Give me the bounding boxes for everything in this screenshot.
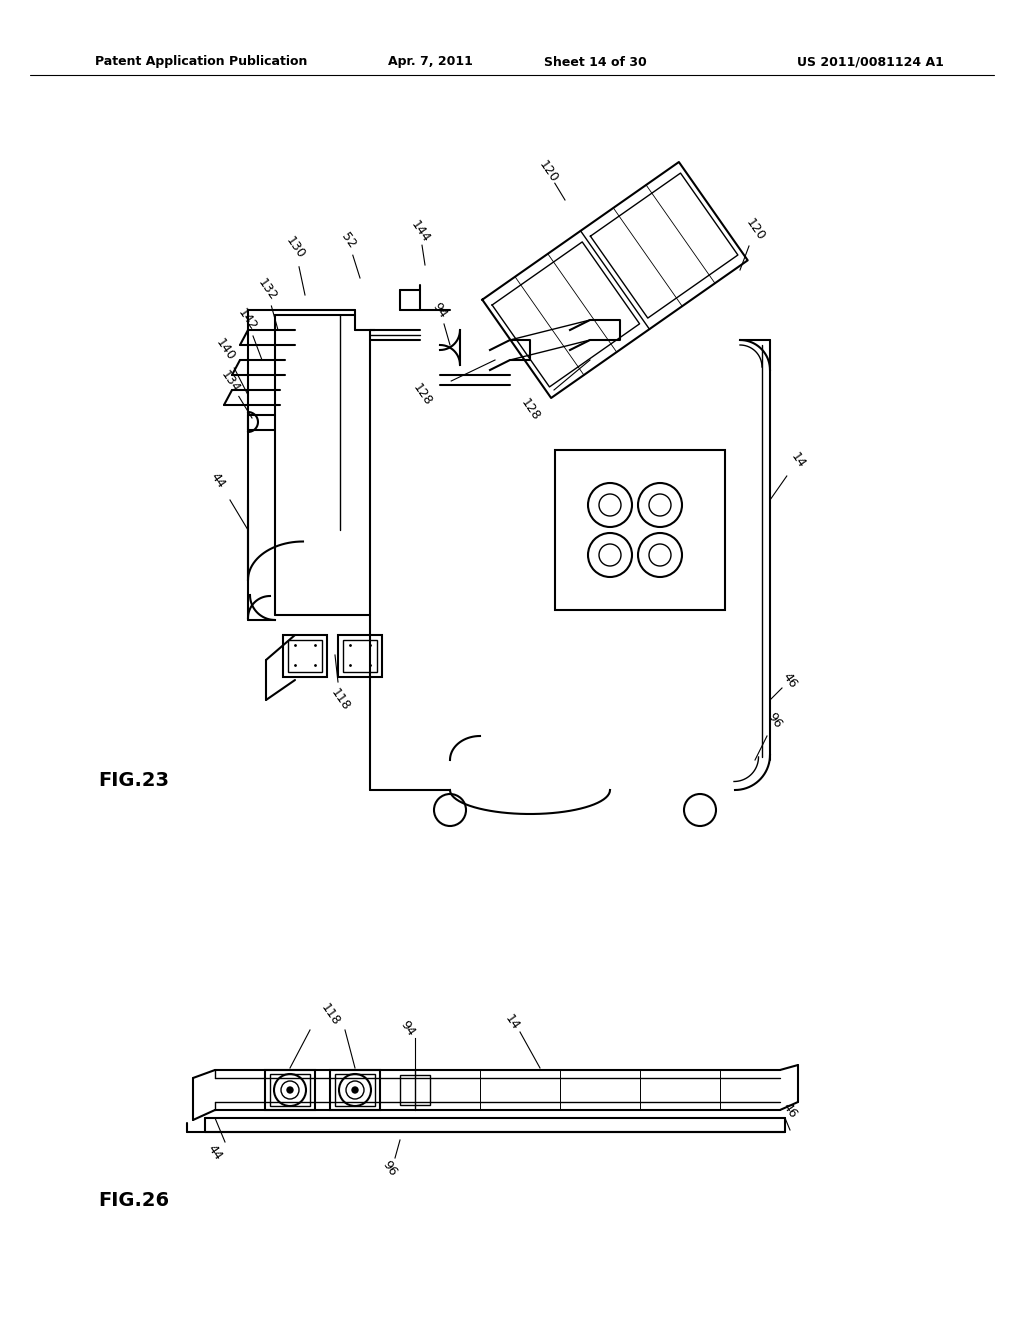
Bar — [270, 1074, 310, 1106]
Bar — [338, 635, 382, 677]
Bar — [330, 1071, 380, 1110]
Bar — [265, 1071, 315, 1110]
Text: FIG.26: FIG.26 — [98, 1191, 169, 1209]
Bar — [400, 1074, 430, 1105]
Text: 14: 14 — [502, 1012, 522, 1032]
Text: Sheet 14 of 30: Sheet 14 of 30 — [544, 55, 646, 69]
Text: 44: 44 — [205, 1142, 225, 1162]
Text: 144: 144 — [408, 219, 432, 246]
Text: 96: 96 — [380, 1158, 399, 1179]
Text: 118: 118 — [328, 686, 352, 713]
Text: US 2011/0081124 A1: US 2011/0081124 A1 — [797, 55, 943, 69]
Text: 14: 14 — [788, 450, 808, 470]
Text: 120: 120 — [536, 158, 560, 185]
Bar — [343, 640, 377, 672]
Bar — [283, 635, 327, 677]
Text: 118: 118 — [317, 1002, 342, 1028]
Bar — [555, 450, 725, 610]
Text: 44: 44 — [208, 470, 228, 490]
Text: 142: 142 — [234, 306, 259, 334]
Circle shape — [287, 1086, 293, 1093]
Text: 128: 128 — [410, 381, 434, 408]
Text: 140: 140 — [213, 337, 238, 363]
Text: 120: 120 — [742, 216, 767, 243]
Text: Patent Application Publication: Patent Application Publication — [95, 55, 307, 69]
Text: 134: 134 — [218, 368, 242, 396]
Text: 94: 94 — [398, 1018, 418, 1038]
Text: 52: 52 — [338, 230, 357, 251]
Text: 132: 132 — [255, 277, 280, 304]
Text: 46: 46 — [780, 669, 800, 690]
Text: Apr. 7, 2011: Apr. 7, 2011 — [387, 55, 472, 69]
Bar — [335, 1074, 375, 1106]
Text: 96: 96 — [765, 710, 784, 730]
Text: FIG.23: FIG.23 — [98, 771, 169, 789]
Bar — [288, 640, 322, 672]
Circle shape — [352, 1086, 358, 1093]
Text: 94: 94 — [430, 300, 450, 321]
Text: 46: 46 — [780, 1100, 800, 1121]
Text: 128: 128 — [518, 396, 542, 424]
Text: 130: 130 — [283, 235, 307, 261]
